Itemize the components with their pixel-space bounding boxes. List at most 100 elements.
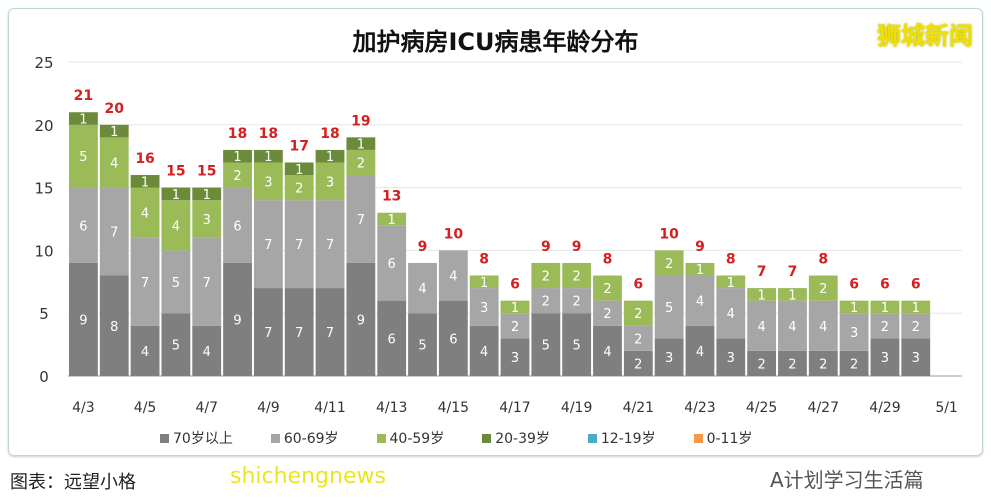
- total-label: 6: [849, 277, 859, 293]
- bar-segment: [315, 288, 345, 376]
- bar-segment: [438, 250, 468, 301]
- bar-segment: [469, 325, 499, 376]
- data-label: 1: [788, 288, 796, 303]
- total-label: 13: [382, 189, 401, 205]
- legend-item: 60-69岁: [270, 428, 339, 448]
- bar-segment: [839, 313, 869, 351]
- data-label: 1: [295, 163, 303, 178]
- total-label: 8: [603, 252, 613, 268]
- total-label: 18: [259, 126, 278, 142]
- bar-segment: [253, 288, 283, 376]
- bar-segment: [593, 275, 622, 301]
- watermark-logo: 狮城新闻: [877, 22, 973, 50]
- x-tick-label: 5/1: [935, 400, 958, 416]
- data-label: 6: [233, 219, 241, 234]
- bar-segment: [223, 149, 252, 163]
- bar-segment: [593, 325, 622, 376]
- total-label: 9: [695, 239, 705, 255]
- bar-segment: [130, 187, 160, 238]
- data-label: 4: [141, 207, 149, 222]
- bar-segment: [69, 262, 98, 376]
- data-label: 7: [295, 238, 303, 253]
- x-tick-label: 4/27: [808, 400, 839, 416]
- y-tick-label: 25: [34, 54, 53, 72]
- data-label: 1: [388, 213, 396, 228]
- data-label: 3: [881, 351, 889, 366]
- bar-segment: [253, 162, 283, 201]
- bar-segment: [69, 112, 98, 125]
- bar-segment: [901, 313, 931, 339]
- y-tick-label: 0: [39, 368, 49, 386]
- data-label: 4: [480, 345, 488, 360]
- data-label: 2: [634, 307, 642, 322]
- data-label: 2: [511, 320, 519, 335]
- data-label: 2: [573, 295, 581, 310]
- y-tick-label: 20: [34, 117, 53, 135]
- bar-segment: [870, 313, 900, 339]
- x-tick-label: 4/15: [438, 400, 469, 416]
- bar-segment: [593, 300, 622, 326]
- bar-segment: [130, 237, 160, 326]
- bar-segment: [284, 200, 314, 289]
- total-label: 8: [726, 252, 736, 268]
- bar-segment: [346, 175, 376, 263]
- bar-segment: [223, 162, 252, 188]
- data-label: 2: [295, 182, 303, 197]
- data-label: 4: [110, 156, 118, 171]
- bar-segment: [438, 300, 468, 376]
- x-tick-label: 4/9: [257, 400, 280, 416]
- data-label: 1: [357, 138, 365, 153]
- bar-segment: [223, 262, 252, 376]
- bar-segment: [469, 288, 499, 326]
- data-label: 1: [511, 301, 519, 316]
- data-label: 4: [757, 320, 765, 335]
- legend-item: 20-39岁: [482, 428, 550, 448]
- bar-segment: [531, 262, 561, 289]
- bar-segment: [284, 288, 314, 376]
- bar-segment: [192, 187, 222, 201]
- data-label: 4: [727, 307, 735, 322]
- bar-segment: [716, 275, 746, 289]
- bar-segment: [99, 137, 129, 188]
- bar-segment: [69, 187, 98, 263]
- x-tick-label: 4/11: [314, 400, 345, 416]
- x-tick-label: 4/13: [376, 400, 407, 416]
- bar-segment: [808, 300, 838, 351]
- bar-segment: [778, 288, 807, 301]
- bar-segment: [623, 325, 653, 351]
- total-label: 9: [572, 239, 582, 255]
- bar-segment: [500, 313, 530, 339]
- bar-segment: [377, 225, 407, 301]
- x-tick-label: 4/21: [623, 400, 654, 416]
- data-label: 3: [912, 351, 920, 366]
- bar-segment: [716, 338, 746, 376]
- data-label: 2: [542, 295, 550, 310]
- legend-swatch: [482, 433, 492, 443]
- legend-label: 70岁以上: [173, 431, 233, 447]
- bar-segment: [685, 325, 715, 376]
- legend-swatch: [270, 433, 280, 443]
- overlay-watermark: shichengnews: [230, 464, 386, 489]
- data-label: 2: [603, 282, 611, 297]
- bar-segment: [778, 300, 807, 351]
- data-label: 4: [696, 295, 704, 310]
- x-tick-label: 4/25: [746, 400, 777, 416]
- data-label: 6: [79, 219, 87, 234]
- total-label: 10: [659, 226, 679, 242]
- bar-segment: [747, 300, 777, 351]
- bar-segment: [253, 149, 283, 163]
- data-label: 3: [480, 301, 488, 316]
- data-label: 2: [665, 257, 673, 272]
- bar-segment: [654, 338, 684, 376]
- total-label: 6: [880, 277, 890, 293]
- data-label: 6: [388, 257, 396, 272]
- bar-segment: [192, 200, 222, 238]
- x-tick-label: 4/19: [561, 400, 592, 416]
- bar-segment: [284, 162, 314, 176]
- bar-segment: [808, 275, 838, 301]
- bar-segment: [654, 250, 684, 276]
- data-label: 1: [480, 276, 488, 291]
- chart-title: 加护病房ICU病患年龄分布: [352, 28, 639, 56]
- legend-item: 70岁以上: [160, 428, 233, 448]
- data-label: 7: [110, 226, 118, 241]
